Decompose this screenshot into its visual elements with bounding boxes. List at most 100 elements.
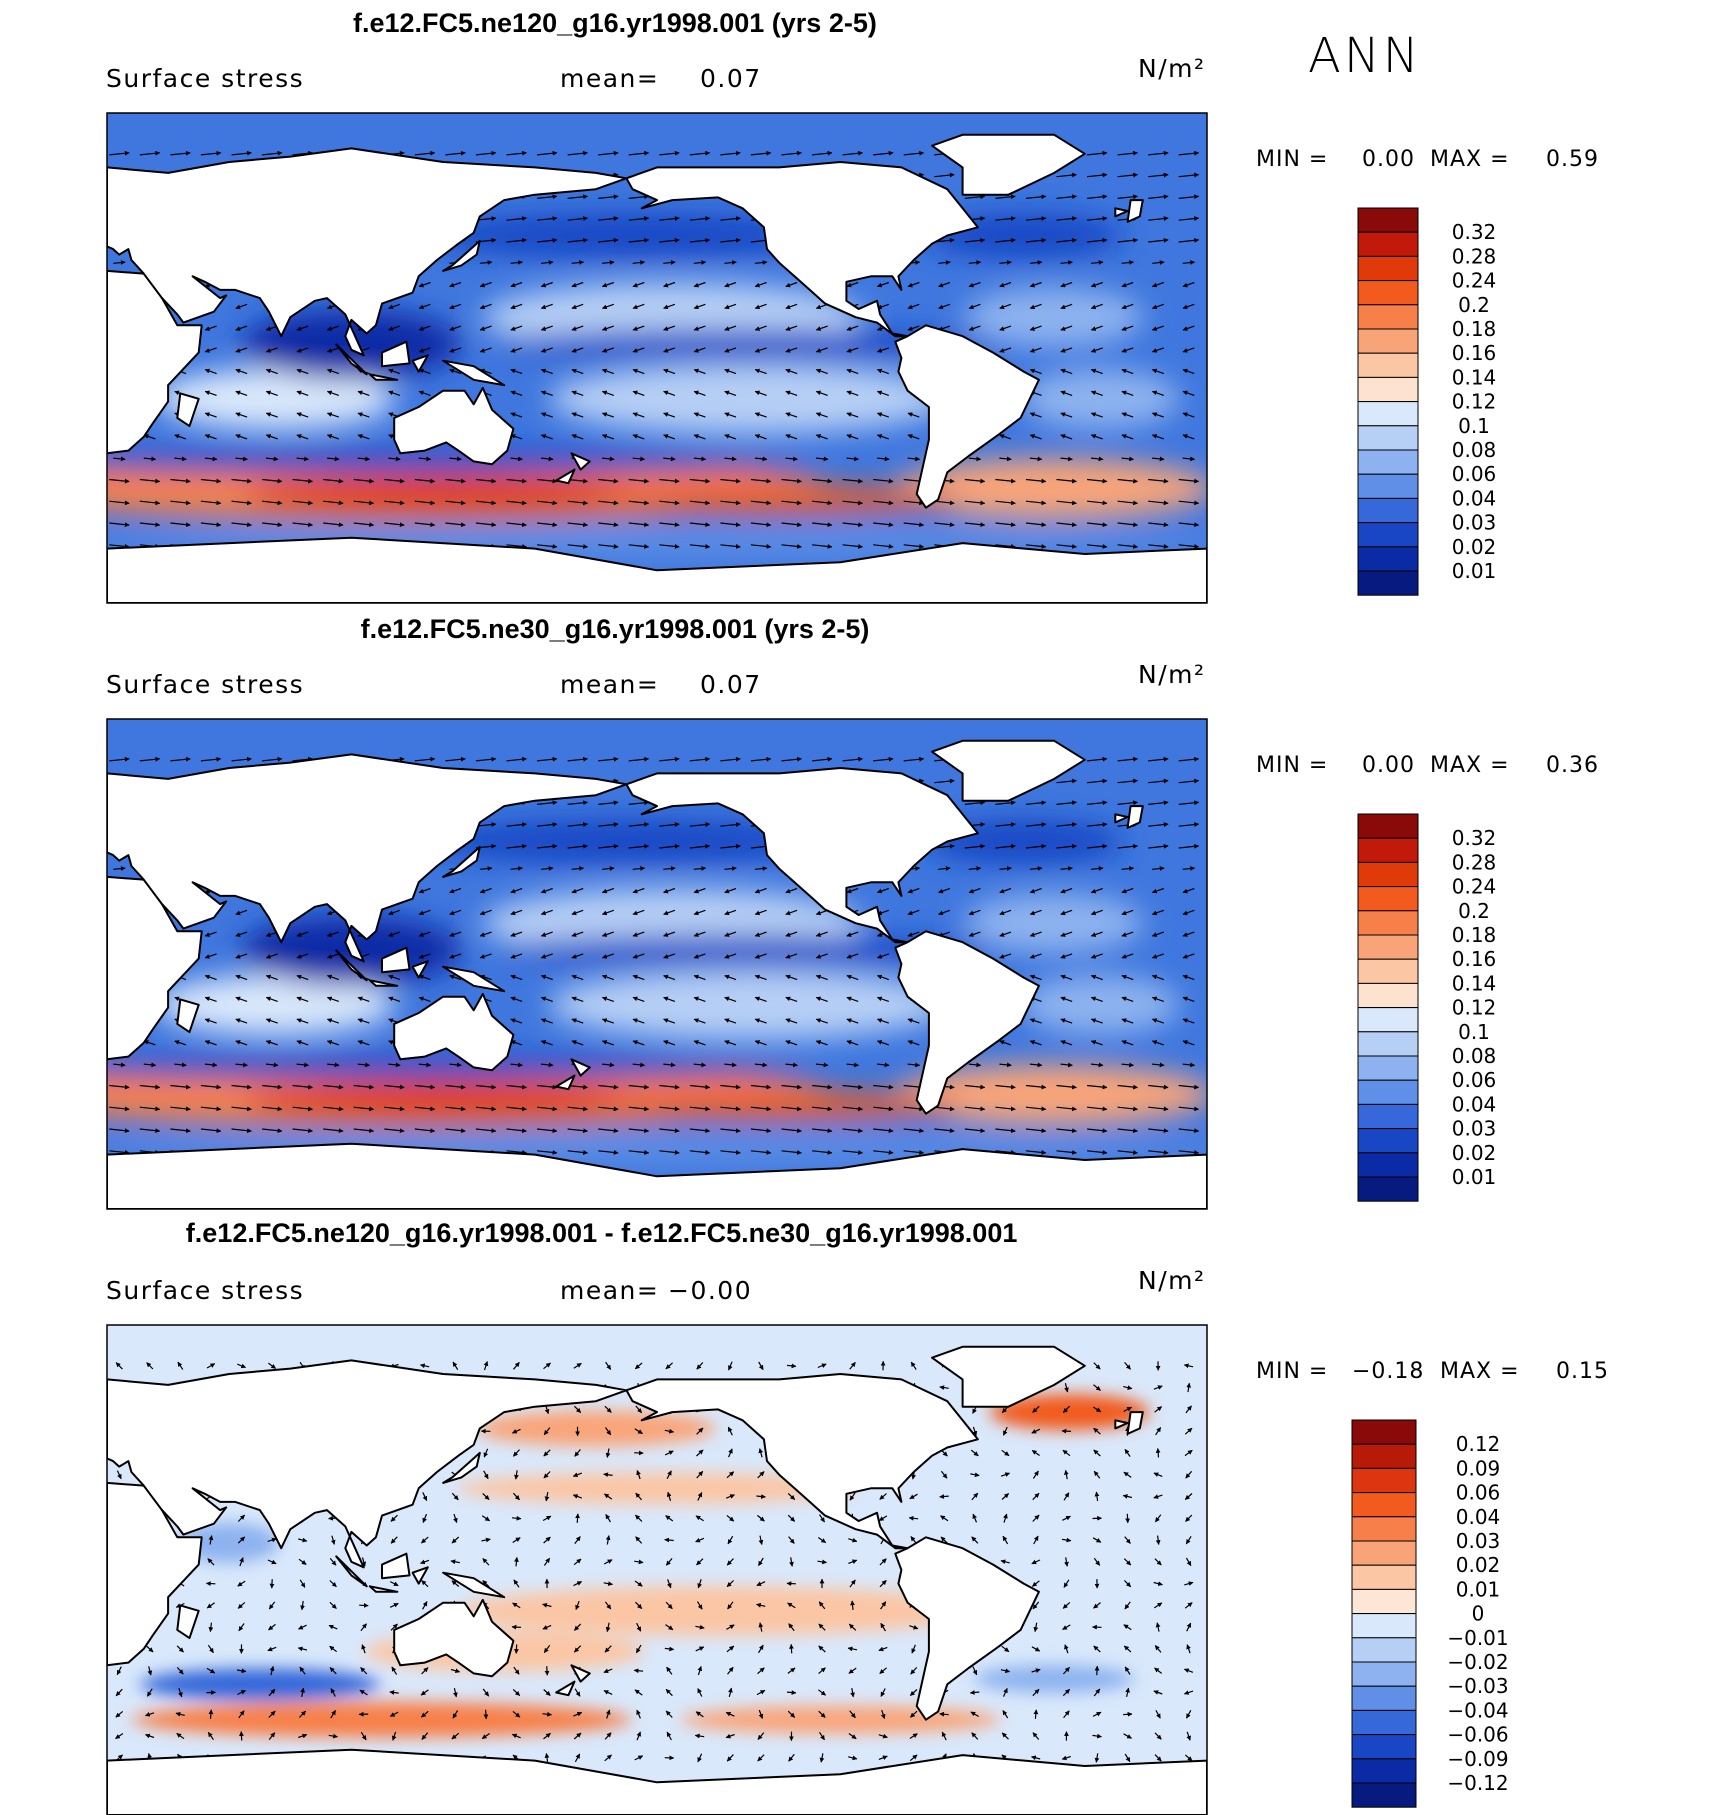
mean-value: 0.07 [700, 670, 762, 699]
colorbar-swatch [1357, 958, 1419, 984]
colorbar-swatch [1351, 1758, 1417, 1784]
land-outline [107, 1345, 1207, 1815]
max-label: MAX = [1430, 147, 1510, 172]
max-value: 0.36 [1546, 753, 1599, 778]
colorbar-level-label: 0.03 [1456, 1529, 1501, 1553]
colorbar-level-label: 0.12 [1452, 996, 1497, 1020]
colorbar-swatch [1357, 449, 1419, 475]
colorbar-level-label: 0.06 [1452, 1068, 1497, 1092]
max-value: 0.59 [1546, 147, 1599, 172]
colorbar-level-label: 0.09 [1456, 1456, 1501, 1480]
colorbar-level-label: 0.02 [1452, 535, 1497, 559]
colorbar-level-label: −0.12 [1447, 1771, 1508, 1795]
colorbar-swatch [1357, 837, 1419, 863]
colorbar-level-label: 0.1 [1458, 414, 1490, 438]
land-outline [107, 133, 1207, 603]
colorbar-level-label: −0.01 [1447, 1626, 1508, 1650]
land-outline [107, 739, 1207, 1209]
colorbar-level-label: 0.24 [1452, 875, 1497, 899]
colorbar-level-label: 0 [1472, 1602, 1485, 1626]
colorbar-swatch [1357, 304, 1419, 330]
colorbar-swatch [1351, 1709, 1417, 1736]
mean-label: mean= [560, 64, 660, 93]
colorbar-level-label: 0.32 [1452, 220, 1497, 244]
mean-value: −0.00 [668, 1276, 753, 1305]
units-label: N/m² [1138, 660, 1206, 689]
variable-label: Surface stress [106, 670, 305, 699]
colorbar-level-label: 0.04 [1452, 486, 1497, 510]
colorbar-swatch [1351, 1443, 1417, 1469]
colorbar-swatch [1357, 255, 1419, 282]
colorbar-level-label: 0.16 [1452, 341, 1497, 365]
colorbar-swatch [1351, 1492, 1417, 1518]
colorbar-swatch [1357, 861, 1419, 888]
colorbar-level-label: 0.01 [1452, 1165, 1497, 1189]
max-label: MAX = [1430, 753, 1510, 778]
map-frame [106, 718, 1208, 1210]
colorbar-level-label: −0.06 [1447, 1723, 1508, 1747]
colorbar-level-label: 0.12 [1452, 390, 1497, 414]
colorbar-swatch [1357, 910, 1419, 936]
colorbar-swatch [1351, 1588, 1417, 1615]
colorbar-level-label: 0.03 [1452, 511, 1497, 535]
colorbar-level-label: 0.03 [1452, 1117, 1497, 1141]
colorbar-level-label: 0.04 [1452, 1092, 1497, 1116]
colorbar-swatch [1357, 473, 1419, 499]
max-label: MAX = [1440, 1359, 1520, 1384]
min-label: MIN = [1256, 753, 1329, 778]
colorbar-swatch [1351, 1637, 1417, 1663]
colorbar-swatch [1357, 1079, 1419, 1105]
colorbar-level-label: −0.09 [1447, 1747, 1508, 1771]
colorbar-2: 0.120.090.060.040.030.020.010−0.01−0.02−… [1351, 1419, 1509, 1808]
colorbar-level-label: 0.18 [1452, 317, 1497, 341]
colorbar-swatch [1357, 1055, 1419, 1081]
colorbar-swatch [1357, 1007, 1419, 1033]
panel-title: f.e12.FC5.ne120_g16.yr1998.001 (yrs 2-5) [353, 8, 877, 38]
min-value: −0.18 [1352, 1359, 1425, 1384]
colorbar-swatch [1357, 207, 1419, 233]
colorbar-level-label: −0.03 [1447, 1674, 1508, 1698]
colorbar-swatch [1351, 1564, 1417, 1590]
colorbar-level-label: 0.1 [1458, 1020, 1490, 1044]
colorbar-swatch [1351, 1782, 1417, 1808]
colorbar-swatch [1357, 425, 1419, 451]
colorbar-swatch [1357, 546, 1419, 572]
colorbar-swatch [1351, 1419, 1417, 1445]
map-frame [106, 112, 1208, 604]
colorbar-level-label: 0.16 [1452, 947, 1497, 971]
colorbar-level-label: 0.28 [1452, 244, 1497, 268]
mean-value: 0.07 [700, 64, 762, 93]
panel-title: f.e12.FC5.ne120_g16.yr1998.001 - f.e12.F… [185, 1218, 1018, 1248]
colorbar-swatch [1357, 1128, 1419, 1154]
colorbar-level-label: 0.24 [1452, 269, 1497, 293]
colorbar-level-label: 0.04 [1456, 1505, 1501, 1529]
mean-label: mean= [560, 670, 660, 699]
colorbar-swatch [1357, 352, 1419, 378]
colorbar-swatch [1357, 401, 1419, 427]
colorbar-swatch [1351, 1685, 1417, 1711]
units-label: N/m² [1138, 1266, 1206, 1295]
colorbar-swatch [1351, 1661, 1417, 1687]
colorbar-swatch [1351, 1540, 1417, 1566]
colorbar-level-label: 0.08 [1452, 1044, 1497, 1068]
colorbar-swatch [1351, 1734, 1417, 1760]
colorbar-level-label: 0.02 [1456, 1553, 1501, 1577]
colorbar-level-label: 0.14 [1452, 365, 1497, 389]
colorbar-swatch [1351, 1467, 1417, 1494]
colorbar-level-label: 0.01 [1456, 1577, 1501, 1601]
colorbar-swatch [1357, 1152, 1419, 1178]
colorbar-level-label: 0.06 [1452, 462, 1497, 486]
colorbar-swatch [1357, 328, 1419, 354]
min-label: MIN = [1256, 1359, 1329, 1384]
colorbar-level-label: 0.2 [1458, 899, 1490, 923]
colorbar-swatch [1357, 522, 1419, 548]
colorbar-swatch [1357, 934, 1419, 960]
variable-label: Surface stress [106, 1276, 305, 1305]
colorbar-swatch [1357, 1176, 1419, 1202]
colorbar-level-label: 0.14 [1452, 971, 1497, 995]
colorbar-swatch [1357, 1031, 1419, 1057]
colorbar-swatch [1357, 497, 1419, 524]
colorbar-swatch [1357, 570, 1419, 596]
min-value: 0.00 [1362, 753, 1415, 778]
